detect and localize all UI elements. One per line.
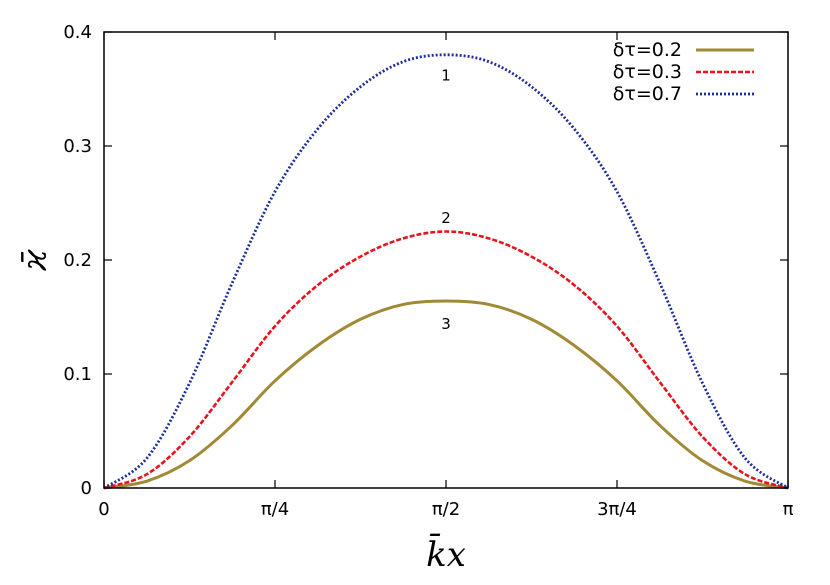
y-tick-label: 0.1	[63, 364, 92, 385]
x-tick-label: π/4	[261, 499, 289, 520]
curve-label-1: 1	[441, 66, 451, 84]
curve-labels: 1 2 3	[441, 66, 451, 333]
x-tick-label: π/2	[432, 499, 460, 520]
legend-label: δτ=0.3	[613, 61, 682, 83]
x-tick-label: 3π/4	[597, 499, 637, 520]
plot-frame	[103, 31, 789, 489]
series-layer	[103, 53, 789, 490]
legend-label: δτ=0.2	[613, 39, 682, 61]
y-tick-label: 0	[81, 478, 92, 499]
y-tick-label: 0.2	[63, 250, 92, 271]
series-line-3	[103, 53, 789, 490]
legend: δτ=0.2δτ=0.3δτ=0.7	[613, 39, 754, 105]
series-line-1	[103, 299, 789, 490]
curve-label-3: 3	[441, 315, 451, 333]
legend-label: δτ=0.7	[613, 83, 682, 105]
x-tick-label: 0	[98, 499, 109, 520]
curve-label-2: 2	[441, 209, 451, 227]
y-tick-label: 0.3	[63, 136, 92, 157]
x-axis-label: k̄x	[426, 533, 466, 575]
series-line-2	[103, 230, 789, 490]
y-axis-label: ϰ̄	[15, 249, 55, 272]
axes: 0 π/4 π/2 3π/4 π 0 0.1 0.2 0.3 0.4 k̄x ϰ̄	[15, 22, 794, 575]
x-tick-label: π	[783, 499, 794, 520]
y-tick-label: 0.4	[63, 22, 92, 43]
